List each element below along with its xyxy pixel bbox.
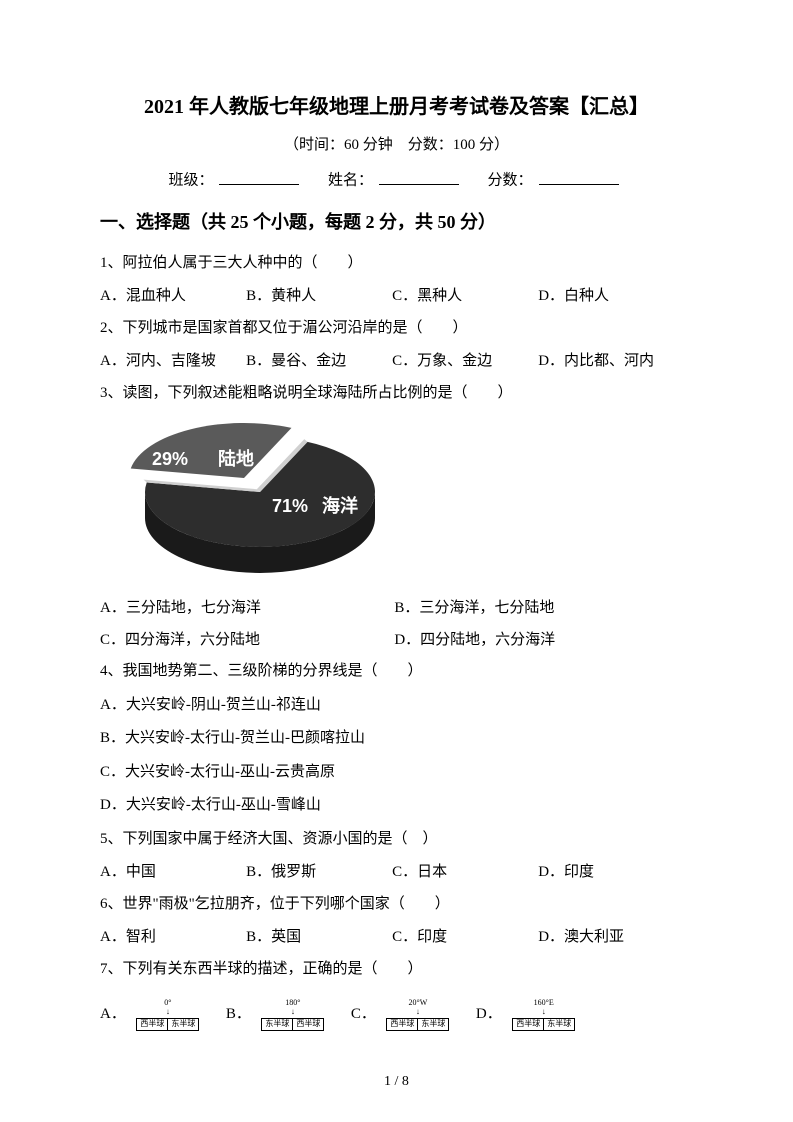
q7-opt-a: A． 0° ↓ 西半球 东半球 <box>100 999 208 1031</box>
hemi-d-right: 东半球 <box>544 1018 575 1031</box>
name-blank <box>379 168 459 185</box>
q7-c-label: C． <box>351 999 376 1031</box>
q6-opt-b: B．英国 <box>246 922 388 954</box>
q4-opt-d: D．大兴安岭-太行山-巫山-雪峰山 <box>100 790 693 822</box>
q7-b-label: B． <box>226 999 251 1031</box>
arrow-icon: ↓ <box>378 1008 458 1017</box>
q7-d-label: D． <box>476 999 502 1031</box>
q5-opt-b: B．俄罗斯 <box>246 857 388 889</box>
arrow-icon: ↓ <box>504 1008 584 1017</box>
svg-text:陆地: 陆地 <box>218 448 254 469</box>
q2-options: A．河内、吉隆坡 B．曼谷、金边 C．万象、金边 D．内比都、河内 <box>100 346 693 378</box>
score-label: 分数： <box>488 173 533 189</box>
q1-options: A．混血种人 B．黄种人 C．黑种人 D．白种人 <box>100 281 693 313</box>
q4-opt-a: A．大兴安岭-阴山-贺兰山-祁连山 <box>100 690 693 722</box>
arrow-icon: ↓ <box>253 1008 333 1017</box>
page-number: 1 / 8 <box>0 1074 793 1090</box>
svg-text:29%: 29% <box>152 449 188 469</box>
score-blank <box>539 168 619 185</box>
section-heading: 一、选择题（共 25 个小题，每题 2 分，共 50 分） <box>100 208 693 234</box>
hemi-c-left: 西半球 <box>386 1018 418 1031</box>
svg-text:海洋: 海洋 <box>322 495 358 516</box>
q4-opt-c: C．大兴安岭-太行山-巫山-云贵高原 <box>100 757 693 789</box>
hemi-d-left: 西半球 <box>512 1018 544 1031</box>
q3-opt-a: A．三分陆地，七分海洋 <box>100 593 391 625</box>
time-label: （时间：60 分钟 <box>284 137 393 153</box>
q6-opt-a: A．智利 <box>100 922 242 954</box>
q3-options-2: C．四分海洋，六分陆地 D．四分陆地，六分海洋 <box>100 625 693 657</box>
q3-options-1: A．三分陆地，七分海洋 B．三分海洋，七分陆地 <box>100 593 693 625</box>
q6-options: A．智利 B．英国 C．印度 D．澳大利亚 <box>100 922 693 954</box>
q1-stem: 1、阿拉伯人属于三大人种中的（ ） <box>100 248 693 280</box>
score100-label: 分数：100 分） <box>408 137 509 153</box>
subtitle: （时间：60 分钟 分数：100 分） <box>100 133 693 154</box>
q5-opt-a: A．中国 <box>100 857 242 889</box>
q4-stem: 4、我国地势第二、三级阶梯的分界线是（ ） <box>100 656 693 688</box>
hemi-diagram-a: 0° ↓ 西半球 东半球 <box>128 999 208 1030</box>
svg-text:71%: 71% <box>272 496 308 516</box>
q3-opt-c: C．四分海洋，六分陆地 <box>100 625 391 657</box>
hemi-diagram-c: 20°W ↓ 西半球 东半球 <box>378 999 458 1030</box>
pie-chart: 29% 陆地 71% 海洋 <box>100 417 400 587</box>
q6-opt-c: C．印度 <box>392 922 534 954</box>
q7-a-label: A． <box>100 999 126 1031</box>
student-info-line: 班级： 姓名： 分数： <box>100 168 693 190</box>
q5-opt-d: D．印度 <box>538 857 680 889</box>
hemi-a-left: 西半球 <box>136 1018 168 1031</box>
q1-opt-d: D．白种人 <box>538 281 680 313</box>
q3-stem: 3、读图，下列叙述能粗略说明全球海陆所占比例的是（ ） <box>100 378 693 410</box>
q5-options: A．中国 B．俄罗斯 C．日本 D．印度 <box>100 857 693 889</box>
q5-stem: 5、下列国家中属于经济大国、资源小国的是（ ） <box>100 824 693 856</box>
q2-opt-d: D．内比都、河内 <box>538 346 680 378</box>
q4-opt-b: B．大兴安岭-太行山-贺兰山-巴颜喀拉山 <box>100 723 693 755</box>
hemi-c-right: 东半球 <box>418 1018 449 1031</box>
page-title: 2021 年人教版七年级地理上册月考考试卷及答案【汇总】 <box>100 90 693 119</box>
hemi-b-right: 西半球 <box>293 1018 324 1031</box>
q7-opt-c: C． 20°W ↓ 西半球 东半球 <box>351 999 458 1031</box>
hemi-diagram-b: 180° ↓ 东半球 西半球 <box>253 999 333 1030</box>
q1-opt-b: B．黄种人 <box>246 281 388 313</box>
q7-opt-b: B． 180° ↓ 东半球 西半球 <box>226 999 333 1031</box>
q2-opt-c: C．万象、金边 <box>392 346 534 378</box>
hemi-diagram-d: 160°E ↓ 西半球 东半球 <box>504 999 584 1030</box>
class-blank <box>219 168 299 185</box>
q1-opt-a: A．混血种人 <box>100 281 242 313</box>
arrow-icon: ↓ <box>128 1008 208 1017</box>
q2-opt-a: A．河内、吉隆坡 <box>100 346 242 378</box>
q3-opt-b: B．三分海洋，七分陆地 <box>394 593 685 625</box>
q6-stem: 6、世界"雨极"乞拉朋齐，位于下列哪个国家（ ） <box>100 889 693 921</box>
hemi-b-left: 东半球 <box>261 1018 293 1031</box>
q6-opt-d: D．澳大利亚 <box>538 922 680 954</box>
q7-options: A． 0° ↓ 西半球 东半球 B． 180° ↓ 东半球 西半球 C． 20°… <box>100 999 693 1031</box>
q7-opt-d: D． 160°E ↓ 西半球 东半球 <box>476 999 584 1031</box>
q3-opt-d: D．四分陆地，六分海洋 <box>394 625 685 657</box>
hemi-a-right: 东半球 <box>168 1018 199 1031</box>
q5-opt-c: C．日本 <box>392 857 534 889</box>
class-label: 班级： <box>168 173 213 189</box>
q1-opt-c: C．黑种人 <box>392 281 534 313</box>
q2-stem: 2、下列城市是国家首都又位于湄公河沿岸的是（ ） <box>100 313 693 345</box>
name-label: 姓名： <box>328 173 373 189</box>
q2-opt-b: B．曼谷、金边 <box>246 346 388 378</box>
q7-stem: 7、下列有关东西半球的描述，正确的是（ ） <box>100 954 693 986</box>
